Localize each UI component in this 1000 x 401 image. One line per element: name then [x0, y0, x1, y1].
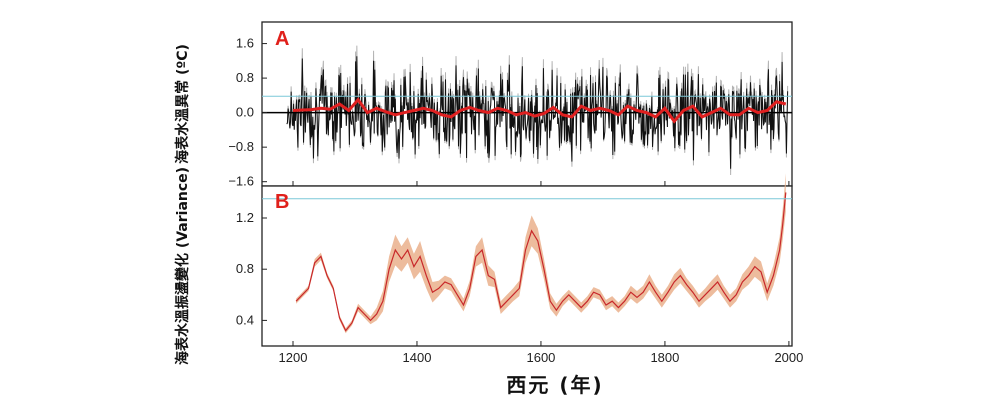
panel-a-annual-series — [286, 56, 789, 169]
x-tick-label: 2000 — [774, 350, 803, 365]
panel-b-y-axis-label: 海表水溫振盪變化 (Variance) — [174, 167, 191, 365]
panel-a-y-ticks: 1.6 0.8 0.0 −0.8 −1.6 — [228, 36, 267, 189]
panel-b-y-tick-label: 0.8 — [236, 261, 254, 276]
panel-a-y-tick-label: 1.6 — [236, 36, 254, 51]
panel-b-y-tick-label: 0.4 — [236, 312, 254, 327]
panel-a-y-tick-label: −0.8 — [228, 139, 254, 154]
panel-b-y-tick-label: 1.2 — [236, 210, 254, 225]
panel-b-y-ticks: 1.2 0.8 0.4 — [236, 210, 267, 327]
panel-a-smoothed-series — [292, 97, 787, 124]
x-tick-label: 1600 — [526, 350, 555, 365]
panel-a-annual-trace — [286, 56, 789, 169]
panel-a-y-axis-label: 海表水溫異常 (ºC) — [174, 44, 191, 164]
x-axis-label: 西元 (年) — [506, 373, 603, 397]
x-tick-label: 1800 — [650, 350, 679, 365]
panel-b-frame — [261, 185, 793, 347]
panel-a-y-tick-label: 0.8 — [236, 70, 254, 85]
panel-a: 1.6 0.8 0.0 −0.8 −1.6 A 海表水溫異常 (ºC) — [174, 21, 793, 189]
panel-b: 1.2 0.8 0.4 B 海表水溫振盪變化 (Variance) — [174, 167, 793, 365]
panel-a-label: A — [275, 28, 289, 50]
panel-a-y-tick-label: 0.0 — [236, 105, 254, 120]
x-tick-label: 1200 — [279, 350, 308, 365]
panel-b-label: B — [275, 191, 289, 213]
x-axis-ticks: 1200 1400 1600 1800 2000 — [279, 181, 803, 365]
x-tick-label: 1400 — [403, 350, 432, 365]
panel-a-y-tick-label: −1.6 — [228, 174, 254, 189]
panel-b-variance-series — [295, 192, 787, 332]
